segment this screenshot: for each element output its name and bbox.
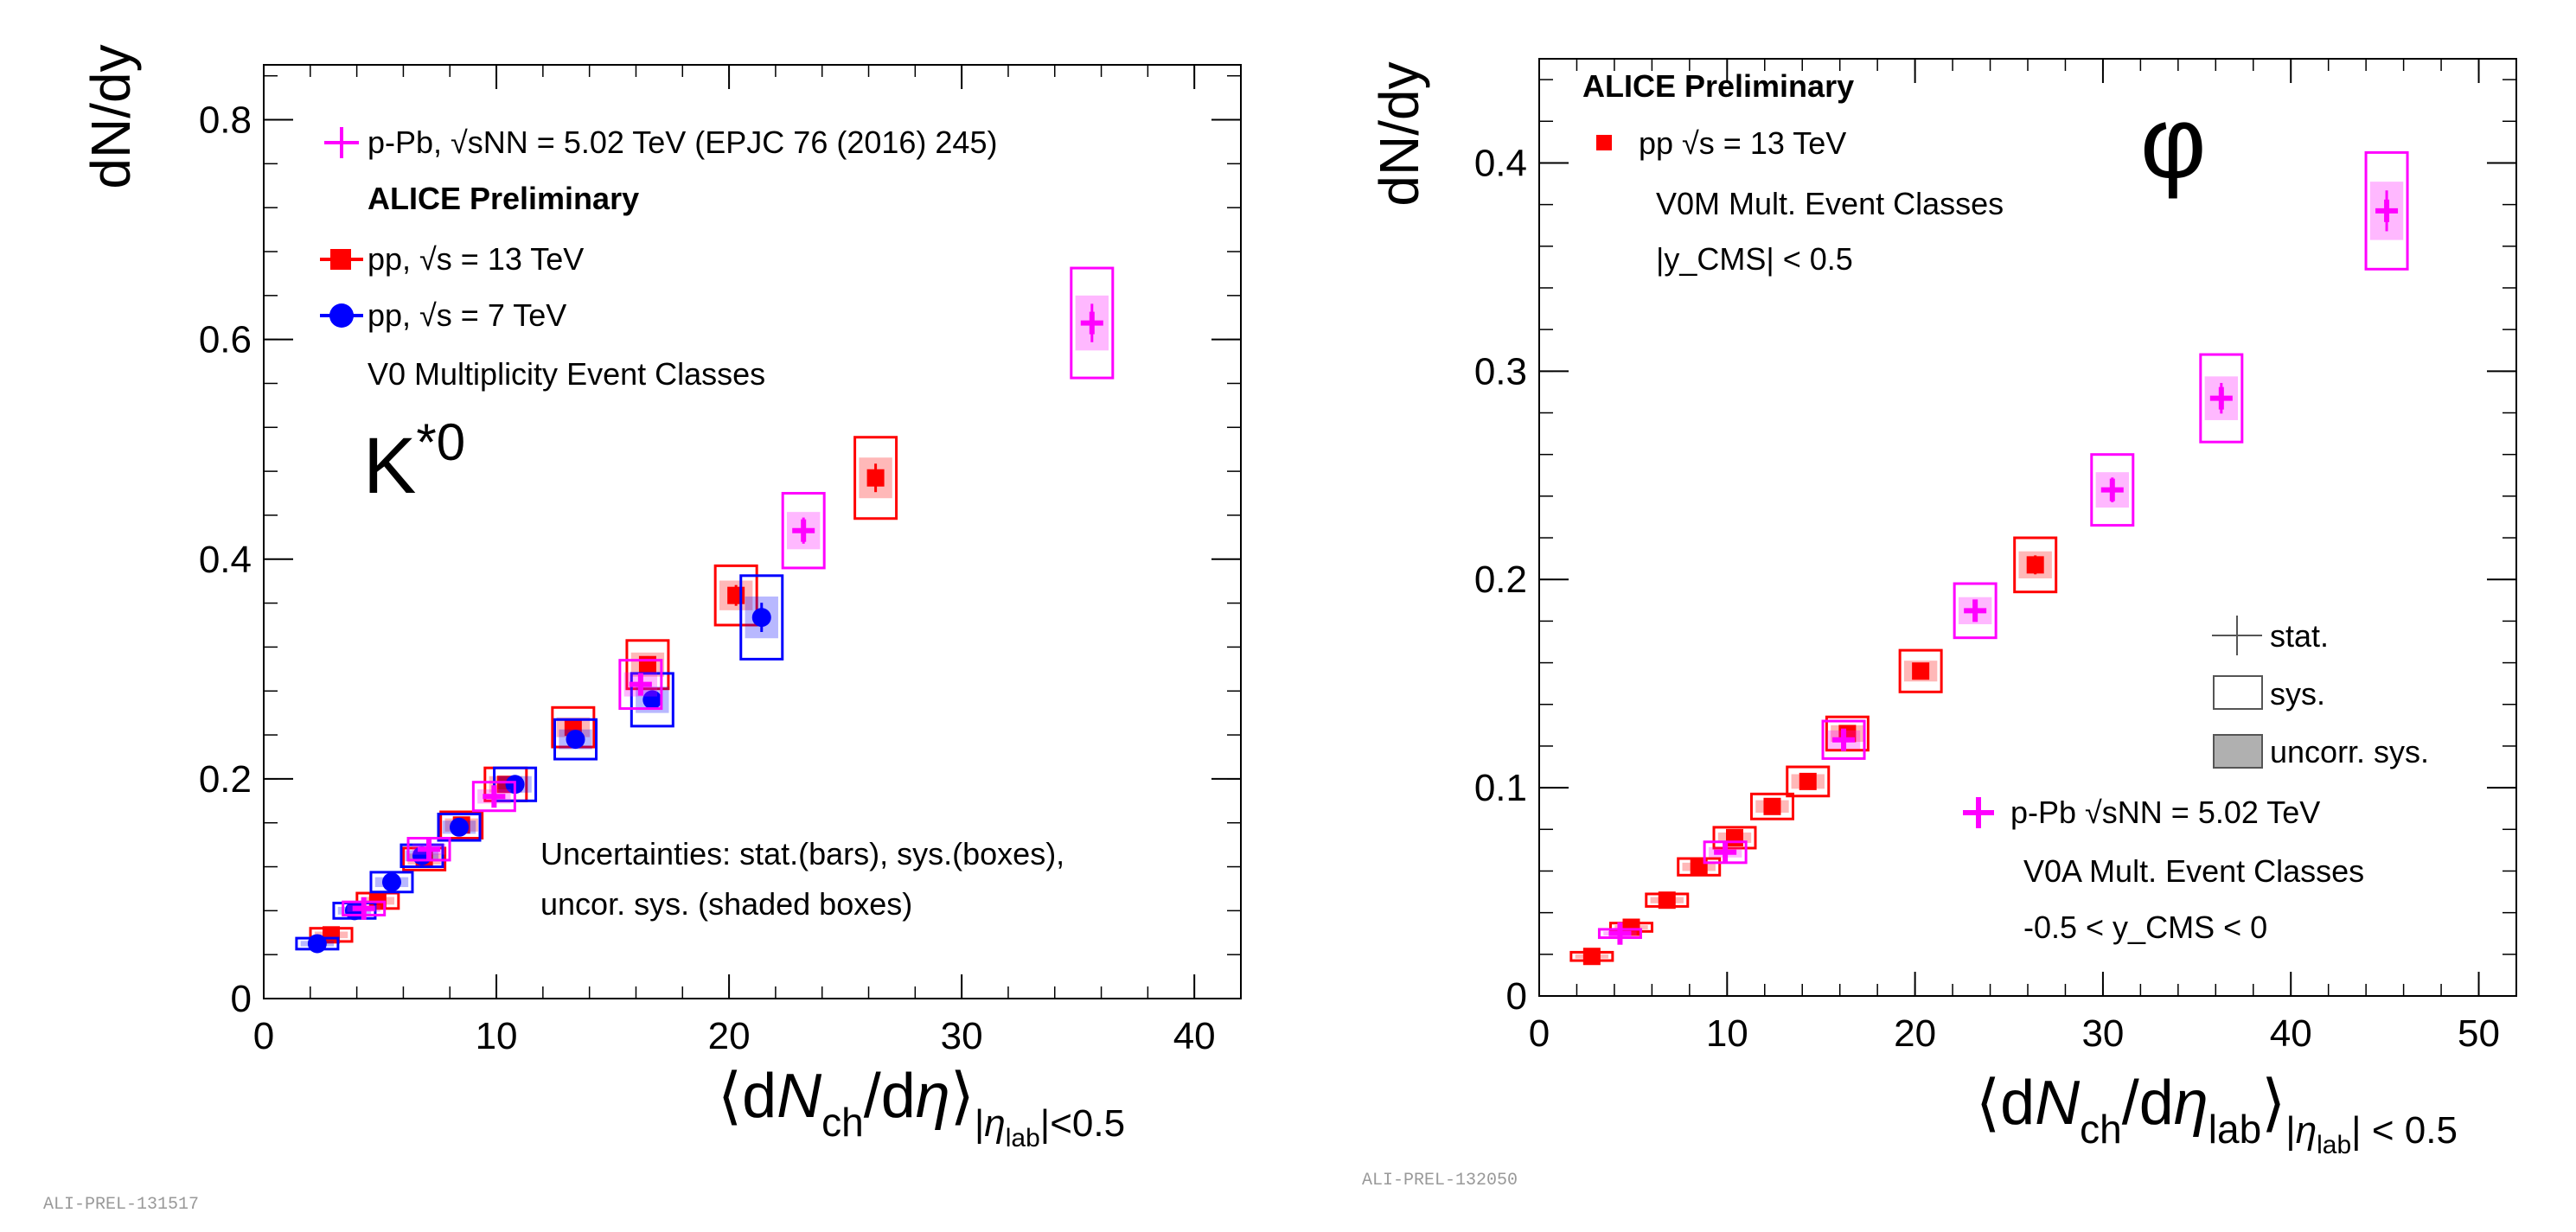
- phi-y-tick-label: 0.3: [1474, 350, 1527, 393]
- kstar-y-tick-label: 0.6: [199, 319, 252, 361]
- phi-data-point: [1763, 797, 1781, 815]
- kstar-data-point: [307, 934, 327, 954]
- kstar-sys-box: [625, 639, 670, 691]
- kstar-particle-label: K*0: [363, 413, 465, 510]
- phi-sys-box: [1786, 765, 1831, 798]
- kstar-data-point: [566, 730, 585, 750]
- phi-x-tick-label: 50: [2458, 1012, 2500, 1055]
- kstar-data-point: [381, 872, 401, 892]
- phi-legend-ppb: p-Pb √sNN = 5.02 TeV: [2010, 795, 2320, 830]
- phi-data-point: [1799, 772, 1817, 790]
- phi-data-point: [1726, 828, 1743, 846]
- phi-x-tick-label: 20: [1894, 1012, 1936, 1055]
- phi-panel: dN/dy ALICE Preliminary φ pp √s = 13 TeV…: [1362, 58, 2517, 1191]
- kstar-x-axis-label: ⟨dNch/dη⟩|ηlab|<0.5: [718, 1062, 1125, 1152]
- kstar-sys-box: [400, 843, 444, 869]
- phi-sys-box: [2090, 453, 2135, 527]
- phi-sys-box: [1953, 582, 1998, 640]
- kstar-x-tick-label: 0: [253, 1015, 274, 1057]
- kstar-panel: dN/dy ALICE Preliminary p-Pb, √sNN = 5.0…: [43, 44, 1242, 1215]
- kstar-legend-pp7: pp, √s = 7 TeV: [368, 297, 566, 333]
- kstar-sys-box: [618, 659, 663, 711]
- kstar-uncertainty-note-2: uncor. sys. (shaded boxes): [540, 886, 912, 922]
- phi-legend-ppb-rapidity: -0.5 < y_CMS < 0: [2023, 910, 2267, 945]
- phi-data-point: [2026, 556, 2044, 574]
- kstar-x-tick-label: 40: [1173, 1015, 1216, 1057]
- kstar-x-tick-label: 20: [708, 1015, 751, 1057]
- phi-key-sys: sys.: [2270, 676, 2325, 712]
- kstar-sys-box: [369, 871, 414, 894]
- phi-y-tick-label: 0.1: [1474, 767, 1527, 809]
- phi-legend-pp-classes: V0M Mult. Event Classes: [1656, 186, 2004, 221]
- phi-x-tick-label: 10: [1706, 1012, 1748, 1055]
- kstar-y-tick-label: 0.2: [199, 758, 252, 801]
- kstar-y-tick-label: 0.4: [199, 539, 252, 581]
- kstar-x-tick-label: 10: [476, 1015, 518, 1057]
- phi-y-axis-label: dN/dy: [1368, 61, 1430, 206]
- kstar-uncertainty-note-1: Uncertainties: stat.(bars), sys.(boxes),: [540, 836, 1064, 871]
- kstar-sys-box: [781, 492, 826, 570]
- phi-y-tick-label: 0.4: [1474, 142, 1527, 184]
- kstar-sys-box: [739, 574, 784, 661]
- phi-y-tick-label: 0.2: [1474, 559, 1527, 601]
- phi-legend-pp: pp √s = 13 TeV: [1639, 125, 1846, 161]
- phi-legend-ppb-classes: V0A Mult. Event Classes: [2023, 853, 2364, 889]
- kstar-legend-ppb: p-Pb, √sNN = 5.02 TeV (EPJC 76 (2016) 24…: [368, 124, 997, 160]
- kstar-x-tick-label: 30: [941, 1015, 983, 1057]
- kstar-y-tick-label: 0: [231, 978, 252, 1020]
- phi-x-tick-label: 0: [1529, 1012, 1550, 1055]
- phi-data-point: [1912, 662, 1930, 680]
- kstar-figure-id: ALI-PREL-131517: [43, 1195, 199, 1215]
- phi-sys-box: [1898, 648, 1943, 693]
- phi-sys-box: [1821, 719, 1866, 760]
- svg-text:⟨dNch/dη⟩|ηlab|<0.5: ⟨dNch/dη⟩|ηlab|<0.5: [718, 1062, 1125, 1152]
- phi-legend-pp-rapidity: |y_CMS| < 0.5: [1656, 241, 1853, 277]
- kstar-data-point: [642, 690, 662, 710]
- kstar-event-classes-note: V0 Multiplicity Event Classes: [368, 356, 765, 392]
- kstar-legend-pp13: pp, √s = 13 TeV: [368, 241, 584, 277]
- phi-data-point: [1582, 948, 1601, 966]
- kstar-sys-box: [553, 718, 598, 761]
- kstar-data-point: [751, 608, 771, 628]
- phi-data-point: [1658, 891, 1676, 910]
- phi-y-tick-label: 0: [1506, 975, 1527, 1018]
- kstar-data-point: [866, 469, 885, 487]
- kstar-plot-frame: [263, 64, 1242, 999]
- phi-sys-box: [1712, 826, 1757, 850]
- svg-text:⟨dNch/dηlab⟩|ηlab| < 0.5: ⟨dNch/dηlab⟩|ηlab| < 0.5: [1976, 1069, 2458, 1159]
- phi-sys-box: [1749, 792, 1794, 820]
- kstar-sys-box: [439, 810, 484, 839]
- phi-sys-box: [1825, 715, 1870, 752]
- kstar-y-tick-label: 0.8: [199, 99, 252, 142]
- kstar-data-point: [638, 655, 656, 673]
- kstar-y-axis-label: dN/dy: [80, 44, 142, 188]
- kstar-legend-markers: [320, 127, 363, 328]
- kstar-sys-box: [853, 436, 898, 520]
- phi-x-axis-label: ⟨dNch/dηlab⟩|ηlab| < 0.5: [1976, 1069, 2458, 1159]
- phi-particle-label: φ: [2140, 86, 2207, 200]
- kstar-sys-box: [713, 564, 758, 627]
- kstar-sys-box: [1070, 266, 1115, 380]
- phi-figure-id: ALI-PREL-132050: [1362, 1171, 1518, 1191]
- phi-key-uncorr-sys: uncorr. sys.: [2270, 734, 2429, 769]
- kstar-data-point: [450, 817, 469, 837]
- kstar-sys-box: [437, 813, 482, 842]
- phi-key-stat: stat.: [2270, 618, 2329, 654]
- kstar-sys-box: [471, 781, 516, 813]
- kstar-preliminary-label: ALICE Preliminary: [368, 181, 639, 216]
- phi-sys-box: [2013, 536, 2058, 594]
- phi-x-tick-label: 30: [2081, 1012, 2124, 1055]
- phi-legend-ppb-marker: [1963, 797, 1994, 828]
- phi-legend-pp-marker: [1596, 135, 1612, 150]
- phi-sys-box: [2199, 353, 2244, 444]
- phi-uncertainty-key: [2212, 616, 2263, 769]
- phi-preliminary-label: ALICE Preliminary: [1582, 68, 1854, 104]
- kstar-sys-box: [630, 672, 674, 728]
- phi-sys-box: [2364, 150, 2409, 271]
- phi-x-tick-label: 40: [2270, 1012, 2312, 1055]
